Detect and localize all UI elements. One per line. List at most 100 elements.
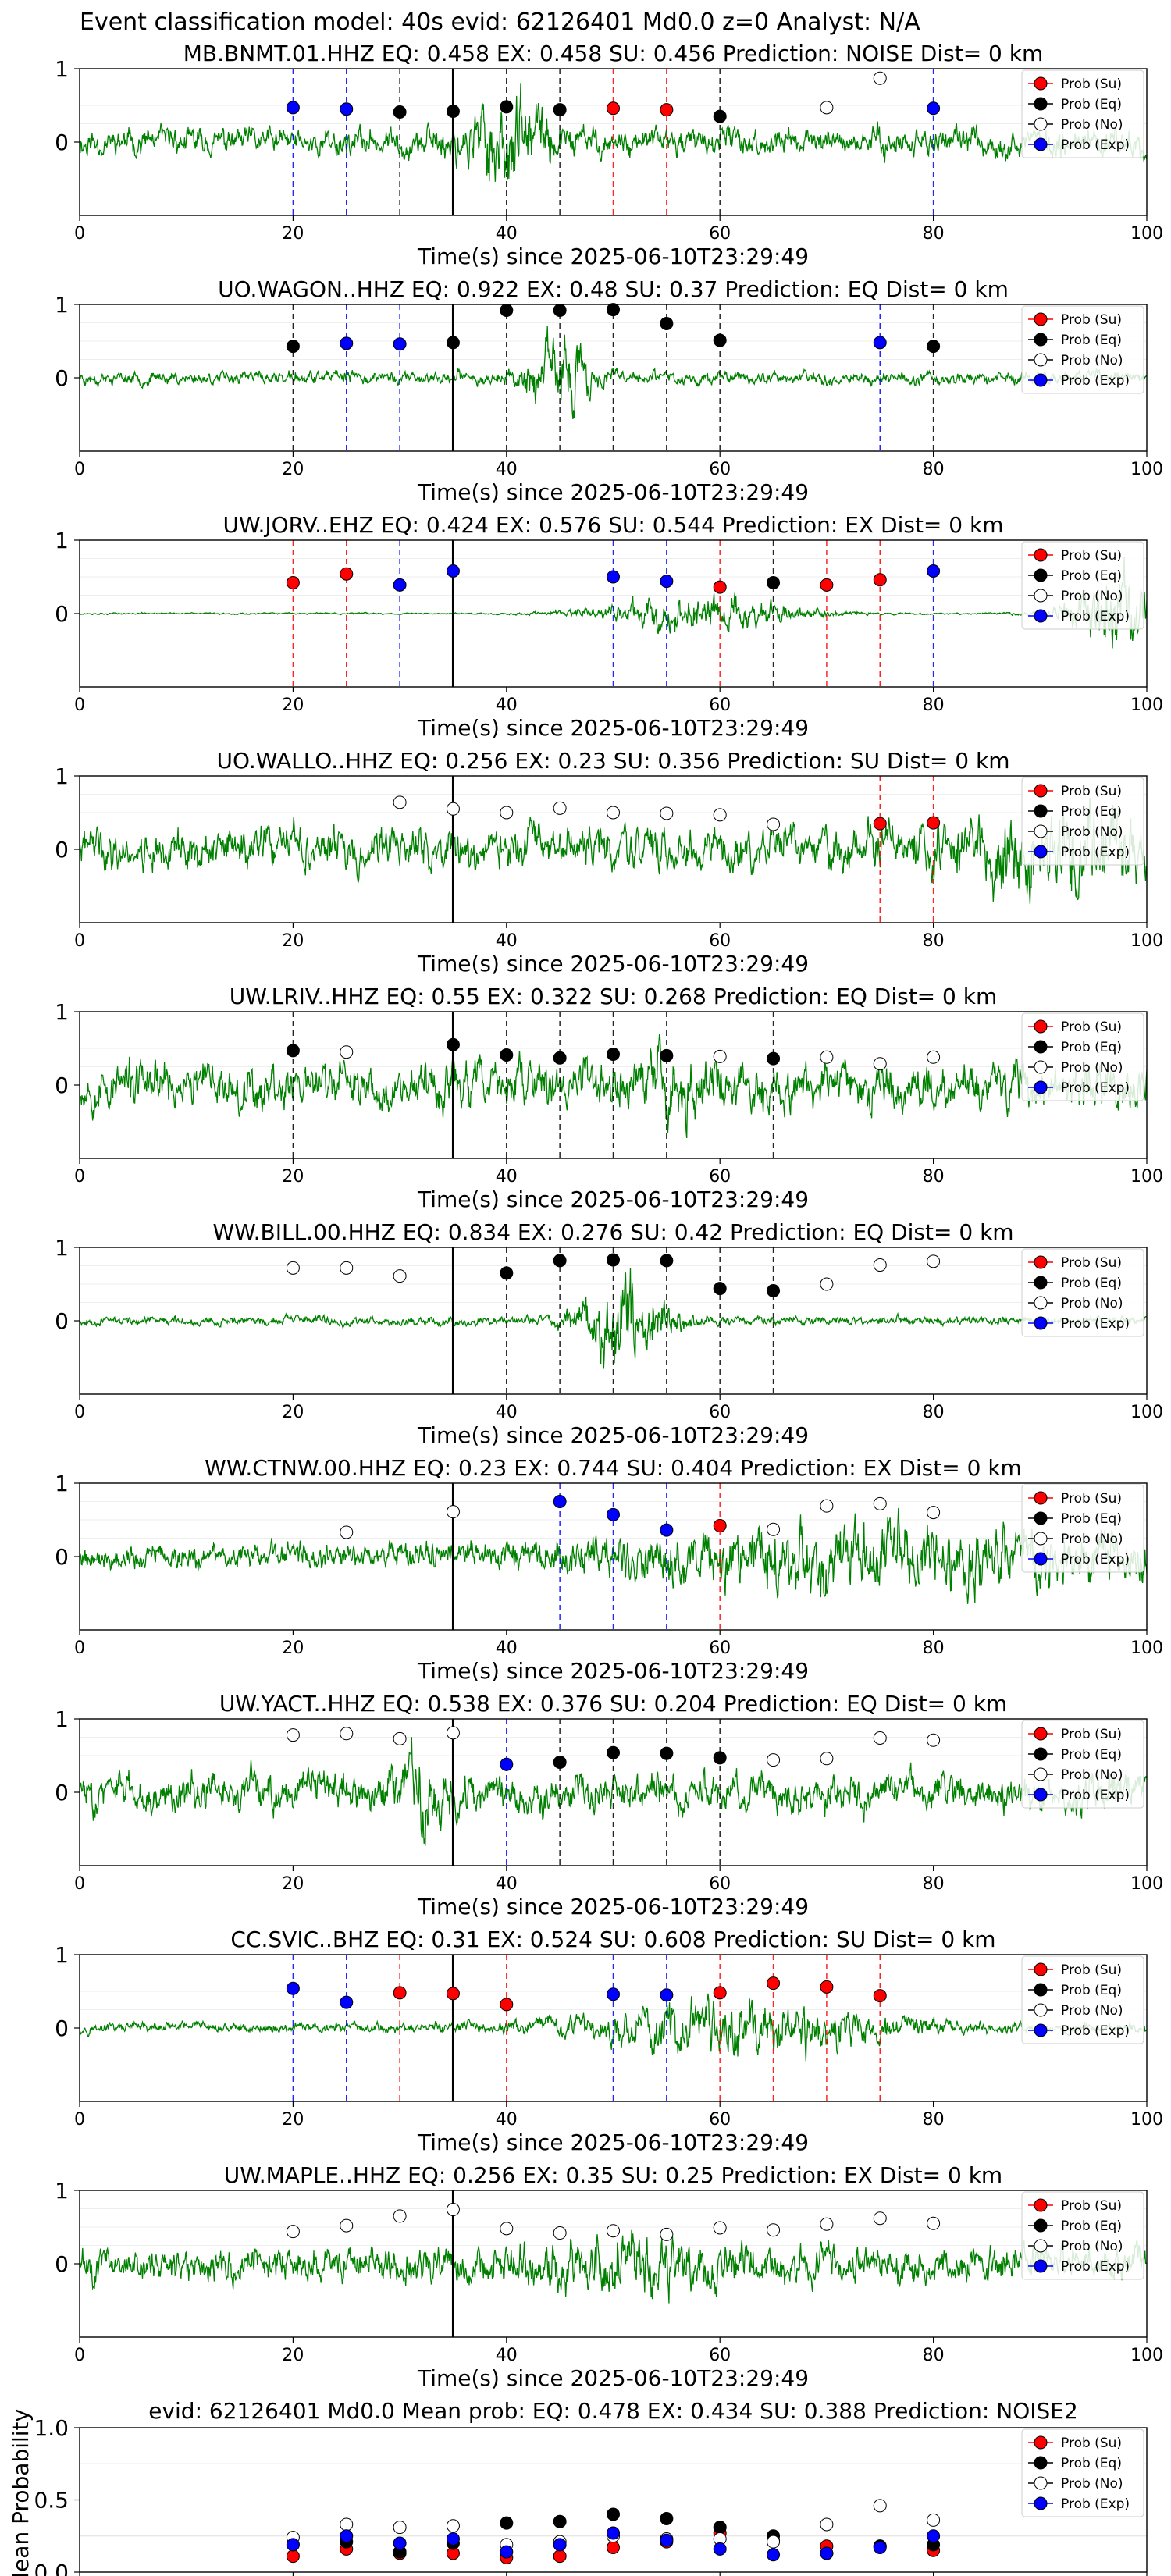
legend-marker-su [1034,1491,1048,1505]
prob-marker-no [340,1525,354,1539]
legend-label-su: Prob (Su) [1061,76,1122,92]
panel-title: UO.WALLO..HHZ EQ: 0.256 EX: 0.23 SU: 0.3… [216,748,1009,774]
legend-marker-no [1034,1532,1048,1546]
prob-marker-su [820,1980,834,1994]
prob-marker-su [713,1519,727,1533]
prob-marker-exp [660,1988,674,2002]
prob-marker-no [767,2223,781,2237]
legend-marker-su [1034,2198,1048,2212]
prob-marker-no [873,71,887,85]
x-axis-label: Time(s) since 2025-06-10T23:29:49 [417,1894,809,1920]
y-tick-label: 1 [55,1235,69,1261]
prob-marker-no [446,1505,460,1519]
legend-label-no: Prob (No) [1061,2476,1123,2492]
legend-marker-eq [1034,804,1048,818]
x-tick-label: 20 [282,931,304,951]
prob-marker-su [873,1989,887,2003]
prob-marker-eq [713,109,727,123]
mean-marker-exp [767,2548,781,2562]
y-tick-label: 1 [55,292,69,318]
legend-label-eq: Prob (Eq) [1061,1747,1122,1763]
legend-label-su: Prob (Su) [1061,1255,1122,1271]
y-tick-label: 0 [55,1544,69,1570]
prob-marker-su [660,103,674,117]
legend-marker-exp [1034,2023,1048,2037]
prob-marker-eq [660,1746,674,1760]
legend: Prob (Su) Prob (Eq) Prob (No) Prob (Exp) [1021,1484,1144,1573]
y-tick-label: 0.5 [34,2488,69,2514]
legend-label-exp: Prob (Exp) [1061,2259,1130,2275]
prob-marker-eq [767,576,781,590]
prob-marker-eq [660,1254,674,1268]
prob-marker-eq [500,304,514,318]
y-tick-label: 0 [55,1308,69,1334]
prob-marker-eq [446,105,460,119]
y-tick-label: 1 [55,1471,69,1496]
panel-6: WW.BILL.00.HHZ EQ: 0.834 EX: 0.276 SU: 0… [55,1219,1163,1448]
prob-marker-no [393,1731,407,1745]
legend-marker-no [1034,1296,1048,1310]
panel-1: MB.BNMT.01.HHZ EQ: 0.458 EX: 0.458 SU: 0… [55,41,1163,269]
prob-marker-no [340,1045,354,1059]
x-tick-label: 100 [1130,696,1163,715]
x-axis-label: Time(s) since 2025-06-10T23:29:49 [417,2129,809,2155]
waveform-group [80,2229,1147,2304]
mean-marker-exp [553,2538,567,2552]
legend-label-exp: Prob (Exp) [1061,137,1130,153]
x-tick-label: 0 [74,2346,85,2365]
x-tick-label: 80 [923,696,945,715]
prob-marker-exp [500,1757,514,1771]
x-tick-label: 0 [74,931,85,951]
prob-marker-su [500,1998,514,2012]
x-tick-label: 100 [1130,931,1163,951]
legend: Prob (Su) Prob (Eq) Prob (No) Prob (Exp) [1021,541,1144,630]
x-tick-label: 20 [282,1874,304,1894]
legend-marker-no [1034,2003,1048,2017]
legend-marker-su [1034,1727,1048,1741]
legend-label-exp: Prob (Exp) [1061,2023,1130,2039]
prob-marker-no [660,806,674,820]
x-tick-label: 80 [923,2110,945,2129]
legend-label-eq: Prob (Eq) [1061,568,1122,584]
legend-marker-su [1034,2435,1048,2450]
legend-label-exp: Prob (Exp) [1061,1080,1130,1096]
panel-title: CC.SVIC..BHZ EQ: 0.31 EX: 0.524 SU: 0.60… [230,1927,995,1952]
legend-label-eq: Prob (Eq) [1061,1983,1122,1998]
legend-marker-su [1034,1962,1048,1976]
prob-marker-no [607,806,620,820]
x-tick-label: 0 [74,1638,85,1658]
prob-marker-su [340,567,354,581]
prob-marker-exp [446,564,460,578]
waveform-trace [80,797,1147,904]
mean-marker-exp [340,2529,354,2543]
prob-marker-exp [286,1981,300,1995]
panel-title: UW.LRIV..HHZ EQ: 0.55 EX: 0.322 SU: 0.26… [230,984,998,1009]
prob-marker-no [767,1753,781,1767]
prob-marker-eq [713,1282,727,1296]
prob-marker-su [927,816,941,830]
legend-label-exp: Prob (Exp) [1061,845,1130,860]
prob-marker-no [927,1506,941,1520]
legend-label-exp: Prob (Exp) [1061,1552,1130,1567]
panel-11: evid: 62126401 Md0.0 Mean prob: EQ: 0.47… [8,2398,1148,2576]
legend-marker-eq [1034,1747,1048,1761]
legend-marker-eq [1034,1983,1048,1997]
prob-marker-no [820,101,834,115]
prob-marker-no [340,1727,354,1741]
legend-marker-su [1034,1019,1048,1034]
summary-legend: Prob (Su) Prob (Eq) Prob (No) Prob (Exp) [1021,2428,1144,2517]
x-tick-label: 80 [923,2346,945,2365]
legend-marker-no [1034,824,1048,838]
mean-marker-exp [713,2542,727,2556]
x-tick-label: 100 [1130,2110,1163,2129]
prob-marker-no [927,1254,941,1268]
prob-marker-eq [553,103,567,117]
x-axis-label: Time(s) since 2025-06-10T23:29:49 [417,715,809,741]
waveform-group [80,1993,1147,2062]
x-tick-label: 80 [923,1167,945,1187]
waveform-group [80,797,1147,904]
prob-marker-exp [393,337,407,351]
legend-label-su: Prob (Su) [1061,312,1122,328]
legend-label-no: Prob (No) [1061,1532,1123,1547]
x-axis-label: Time(s) since 2025-06-10T23:29:49 [417,951,809,977]
